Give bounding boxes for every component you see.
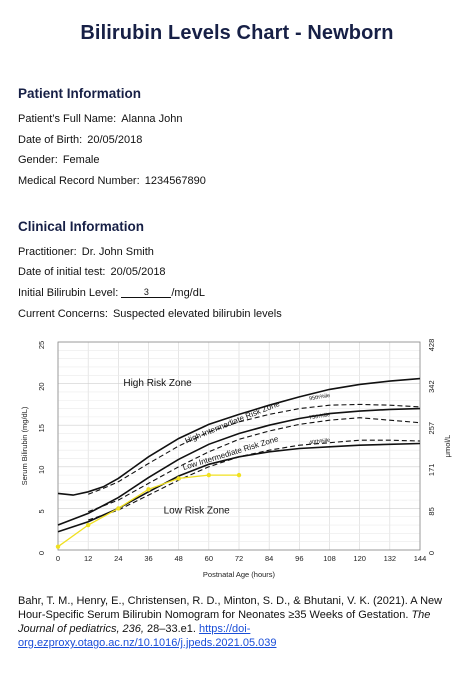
practitioner-value: Dr. John Smith (81, 246, 154, 258)
citation-text: Bahr, T. M., Henry, E., Christensen, R. … (18, 595, 443, 621)
citation-pages: 28–33.e1. (143, 623, 200, 635)
clinical-information-heading: Clinical Information (18, 219, 145, 234)
patient-data-point (236, 472, 242, 478)
bilirubin-level-field: Initial Bilirubin Level: 3/mg/dL (18, 287, 205, 299)
patient-data-point (116, 506, 121, 511)
y2-axis-label: μmol/L (443, 435, 452, 458)
y-tick-label: 5 (37, 509, 46, 513)
percentile-line-75th-ile (57, 407, 421, 526)
mrn-field: Medical Record Number: 1234567890 (18, 175, 206, 187)
initial-test-label: Date of initial test: (18, 266, 106, 278)
dob-label: Date of Birth: (18, 134, 83, 146)
x-tick-label: 0 (56, 554, 60, 563)
dob-field: Date of Birth: 20/05/2018 (18, 134, 142, 146)
y2-tick-label: 0 (427, 551, 436, 555)
percentile-line-40th-ile-dashed (88, 439, 421, 521)
y2-tick-label: 342 (427, 380, 436, 393)
concerns-label: Current Concerns: (18, 308, 108, 320)
x-tick-label: 24 (114, 554, 122, 563)
zone-label-low-risk: Low Risk Zone (164, 505, 231, 516)
document-title: Bilirubin Levels Chart - Newborn (80, 22, 394, 44)
gender-label: Gender: (18, 154, 58, 166)
x-tick-label: 48 (174, 554, 182, 563)
dob-value: 20/05/2018 (87, 134, 143, 146)
x-tick-label: 132 (384, 554, 397, 563)
citation: Bahr, T. M., Henry, E., Christensen, R. … (18, 594, 458, 650)
patient-data-point (146, 487, 151, 492)
mrn-label: Medical Record Number: (18, 175, 140, 187)
y-axis-label: Serum Bilirubin (mg/dL) (20, 406, 29, 485)
x-tick-label: 96 (295, 554, 303, 563)
y-tick-label: 25 (37, 341, 46, 349)
x-tick-label: 144 (414, 554, 427, 563)
gender-value: Female (62, 154, 100, 166)
y2-tick-label: 428 (427, 339, 436, 352)
bilirubin-level-label: Initial Bilirubin Level: (18, 287, 119, 299)
percentile-line-95th-ile-dashed (87, 403, 421, 495)
percentile-label-40: 40th%ile (309, 437, 331, 446)
patient-data-point (55, 544, 61, 549)
patient-data-point (176, 476, 181, 481)
y-tick-label: 20 (37, 382, 46, 390)
concerns-value: Suspected elevated bilirubin levels (112, 308, 282, 320)
y-tick-label: 0 (37, 551, 46, 555)
plot-frame (57, 341, 421, 551)
bilirubin-nomogram-chart: 0 12 24 36 48 60 72 84 96 108 120 132 14405101520250… (20, 339, 452, 579)
x-tick-label: 36 (144, 554, 152, 563)
y-tick-label: 15 (37, 424, 46, 432)
practitioner-field: Practitioner: Dr. John Smith (18, 246, 154, 258)
percentile-line-95th-ile (57, 377, 421, 496)
gender-field: Gender: Female (18, 154, 100, 166)
bilirubin-level-value: 3 (121, 287, 172, 298)
y2-tick-label: 85 (427, 507, 436, 515)
patient-name-label: Patient’s Full Name: (18, 113, 117, 125)
patient-name-value: Alanna John (121, 113, 183, 125)
citation-doi-link[interactable]: https://doi-org.ezproxy.otago.ac.nz/10.1… (18, 623, 277, 649)
x-axis-label: Postnatal Age (hours) (203, 570, 276, 579)
y2-tick-label: 257 (427, 422, 436, 435)
citation-journal: The Journal of pediatrics, 236, (18, 609, 431, 635)
x-tick-label: 72 (235, 554, 243, 563)
x-tick-label: 84 (265, 554, 273, 563)
y2-tick-label: 171 (427, 464, 436, 477)
initial-test-value: 20/05/2018 (110, 266, 166, 278)
initial-test-field: Date of initial test: 20/05/2018 (18, 266, 166, 278)
bilirubin-unit: /mg/dL (171, 287, 205, 299)
patient-data-point (206, 472, 212, 478)
patient-information-heading: Patient Information (18, 86, 142, 101)
percentile-label-75: 75th%ile (309, 412, 331, 421)
x-tick-label: 12 (84, 554, 92, 563)
zone-label-high-risk: High Risk Zone (123, 378, 192, 389)
y-tick-label: 10 (37, 466, 46, 474)
mrn-value: 1234567890 (144, 175, 206, 187)
concerns-field: Current Concerns: Suspected elevated bil… (18, 308, 282, 320)
x-tick-label: 108 (323, 554, 336, 563)
percentile-label-95: 95th%ile (309, 393, 331, 402)
patient-name-field: Patient’s Full Name: Alanna John (18, 113, 182, 125)
patient-data-point (85, 522, 91, 528)
x-tick-label: 120 (353, 554, 366, 563)
practitioner-label: Practitioner: (18, 246, 77, 258)
x-tick-label: 60 (205, 554, 213, 563)
